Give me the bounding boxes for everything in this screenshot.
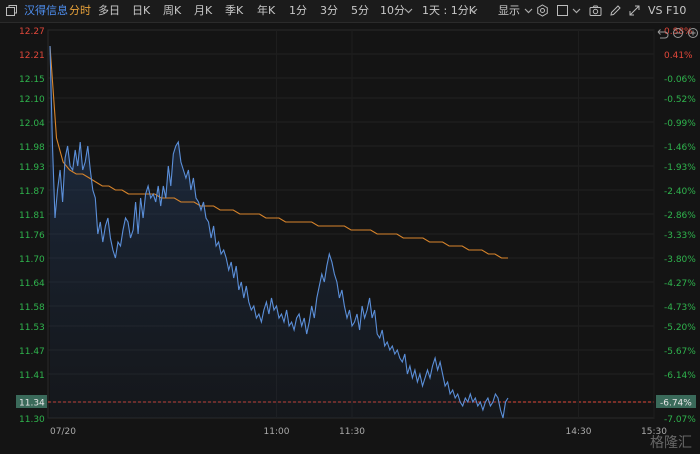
price-line-path	[49, 45, 509, 419]
chevron-down-icon[interactable]	[524, 5, 533, 16]
x-start-label: 07/20	[50, 427, 76, 437]
price-tick-label: 12.21	[19, 51, 45, 61]
price-tick-label: 11.93	[19, 163, 45, 173]
price-tick-label: 12.27	[19, 27, 45, 37]
percent-tick-label: -4.73%	[664, 303, 696, 313]
price-area	[50, 46, 508, 418]
window-restore-icon[interactable]	[5, 4, 18, 17]
tab-1min[interactable]: 1分	[289, 4, 307, 17]
percent-tick-label: -1.93%	[664, 163, 696, 173]
price-tick-label: 12.10	[19, 95, 45, 105]
tab-3min[interactable]: 3分	[320, 4, 338, 17]
price-area-fill	[50, 46, 508, 418]
tab-day-k[interactable]: 日K	[132, 4, 151, 17]
percent-tick-label: -2.40%	[664, 187, 696, 197]
price-tick-label: 12.04	[19, 119, 45, 129]
current-price-label: 11.34	[19, 399, 45, 409]
chevron-down-icon[interactable]	[469, 5, 478, 16]
price-line	[49, 45, 509, 419]
avg-price-line	[49, 45, 508, 259]
current-price-badge	[16, 395, 47, 408]
current-pct-badge	[656, 395, 696, 408]
undo-icon[interactable]	[657, 29, 669, 39]
price-tick-label: 11.76	[19, 231, 45, 241]
tab-month-k[interactable]: 月K	[194, 4, 213, 17]
display-menu[interactable]: 显示	[498, 4, 520, 17]
price-tick-label: 11.98	[19, 143, 45, 153]
price-tick-label: 11.58	[19, 303, 45, 313]
time-tick-label: 11:30	[339, 427, 365, 437]
avg-line-path	[49, 45, 508, 259]
tab-week-k[interactable]: 周K	[163, 4, 182, 17]
time-tick-label: 11:00	[264, 427, 290, 437]
time-tick-label: 15:30	[641, 427, 667, 437]
vs-f10-button[interactable]: VS F10	[648, 4, 687, 17]
percent-tick-label: 0.88%	[664, 27, 693, 37]
tab-10min[interactable]: 10分	[380, 4, 405, 17]
percent-tick-label: -0.99%	[664, 119, 696, 129]
zoom-in-icon[interactable]	[688, 28, 698, 38]
price-tick-label: 11.47	[19, 347, 45, 357]
price-tick-label: 11.81	[19, 211, 45, 221]
price-tick-label: 11.53	[19, 323, 45, 333]
current-pct-label: -6.74%	[660, 399, 692, 409]
square-icon[interactable]	[556, 4, 569, 17]
percent-tick-label: -5.67%	[664, 347, 696, 357]
gear-icon[interactable]	[536, 4, 549, 17]
tab-season-k[interactable]: 季K	[225, 4, 244, 17]
time-axis: 07/20 11:00 11:30 14:30 15:30	[50, 427, 667, 437]
percent-tick-label: -1.46%	[664, 143, 696, 153]
period-select[interactable]: 1天 : 1分K	[422, 4, 476, 17]
chevron-down-icon[interactable]	[404, 5, 413, 16]
toolbar: 汉得信息 分时 多日 日K 周K 月K 季K 年K 1分 3分 5分 10分 1…	[0, 0, 700, 23]
stock-name[interactable]: 汉得信息	[24, 4, 68, 17]
tab-multi-day[interactable]: 多日	[98, 4, 120, 17]
percent-tick-label: -5.20%	[664, 323, 696, 333]
price-tick-label: 12.15	[19, 75, 45, 85]
chart-controls	[657, 28, 698, 39]
tab-year-k[interactable]: 年K	[257, 4, 276, 17]
percent-tick-label: -0.52%	[664, 95, 696, 105]
percent-tick-label: -4.27%	[664, 279, 696, 289]
percent-tick-label: -6.14%	[664, 371, 696, 381]
price-tick-label: 11.30	[19, 415, 45, 425]
price-tick-label: 11.87	[19, 187, 45, 197]
tab-5min[interactable]: 5分	[351, 4, 369, 17]
percent-tick-label: -7.07%	[664, 415, 696, 425]
intraday-chart[interactable]: 12.27 12.21 12.15 12.10 12.04 11.98 11.93 11.87…	[0, 22, 700, 454]
expand-icon[interactable]	[628, 4, 641, 17]
percent-tick-label: -0.06%	[664, 75, 696, 85]
percent-tick-label: -3.80%	[664, 255, 696, 265]
right-percent-axis: 0.88% 0.41% -0.06% -0.52% -0.99% -1.46% -1.93%…	[656, 27, 696, 425]
price-tick-label: 11.41	[19, 371, 45, 381]
percent-tick-label: -2.86%	[664, 211, 696, 221]
price-tick-label: 11.70	[19, 255, 45, 265]
left-price-axis: 12.27 12.21 12.15 12.10 12.04 11.98 11.93 11.87…	[16, 27, 47, 425]
camera-icon[interactable]	[589, 4, 602, 17]
price-tick-label: 11.64	[19, 279, 45, 289]
percent-tick-label: -3.33%	[664, 231, 696, 241]
watermark-logo: 格隆汇	[650, 435, 692, 451]
zoom-out-icon[interactable]	[673, 28, 683, 38]
time-tick-label: 14:30	[566, 427, 592, 437]
pencil-icon[interactable]	[609, 4, 622, 17]
percent-tick-label: 0.41%	[664, 51, 693, 61]
tab-intraday[interactable]: 分时	[69, 4, 91, 17]
chevron-down-icon[interactable]	[572, 5, 581, 16]
